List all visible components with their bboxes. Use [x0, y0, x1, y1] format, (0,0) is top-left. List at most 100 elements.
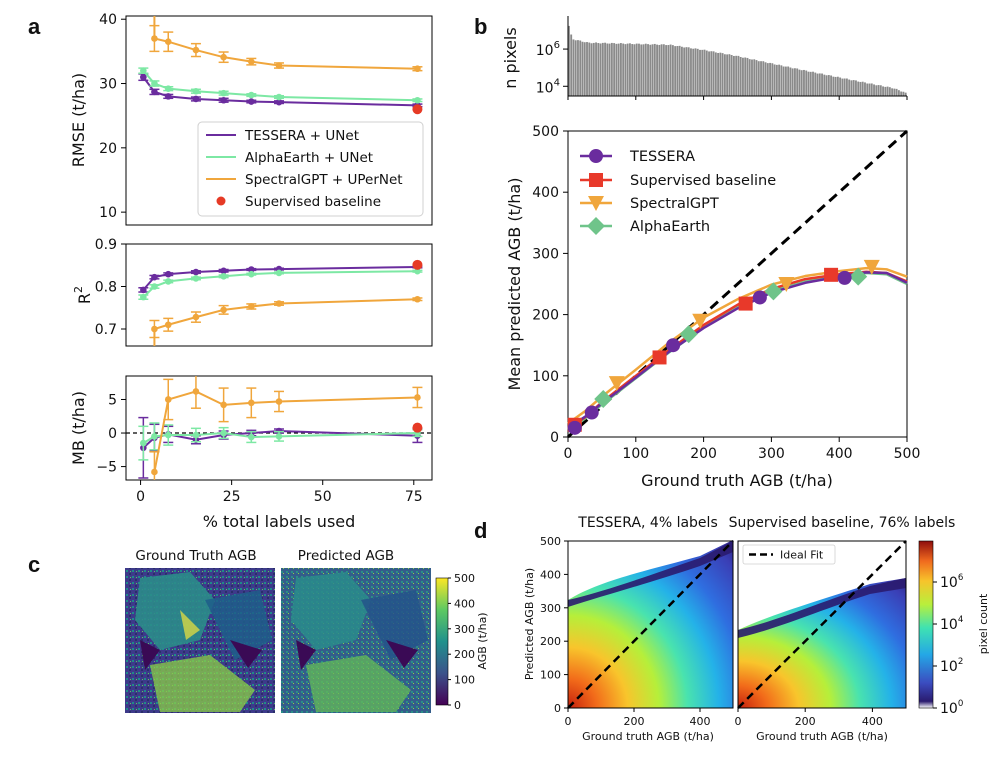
data-point-alphaearth [151, 80, 158, 87]
legend-label-alphaearth-b: AlphaEarth [630, 219, 710, 235]
histogram-bar [662, 44, 665, 96]
hist-y-tick-label: 106 [536, 40, 560, 59]
ideal-fit-line [566, 129, 909, 439]
histogram-bar [875, 85, 878, 96]
ideal-fit-legend-label: Ideal Fit [780, 549, 824, 562]
histogram-bar [841, 78, 844, 96]
heatmap-x-axis-label-2: Ground truth AGB (t/ha) [756, 730, 888, 743]
data-point-spectralgpt [220, 401, 227, 409]
legend-label-spectralgpt: SpectralGPT + UPerNet [245, 172, 403, 188]
histogram-bar [746, 57, 749, 96]
histogram-bar [782, 66, 785, 96]
histogram-bar [681, 46, 683, 96]
curve-alphaearth [567, 271, 908, 431]
histogram-bar [586, 42, 588, 96]
pixel-count-label: pixel count [977, 593, 990, 654]
hist-y-axis-label: n pixels [501, 27, 520, 88]
y-tick-label: 200 [540, 635, 561, 648]
supervised-baseline-point [412, 259, 423, 270]
histogram-bar [766, 63, 769, 96]
marker-alphaearth [849, 267, 868, 286]
histogram-bar [900, 91, 903, 96]
histogram-bar [832, 76, 835, 96]
r2-chart: 0.7 0.8 0.9 R2 [72, 237, 433, 347]
histogram-bar [807, 71, 810, 96]
data-point-spectralgpt [414, 65, 421, 73]
legend-marker-supervised-b [589, 173, 603, 187]
data-point-tessera [248, 266, 255, 273]
histogram-bar [649, 44, 652, 96]
histogram-bar [827, 75, 830, 96]
histogram-bar [787, 66, 790, 96]
marker-tessera [666, 338, 681, 353]
mean-bias-chart: −5 0 5 0 25 50 75 MB (t/ha) % total labels us… [69, 375, 433, 531]
histogram-bar [850, 80, 853, 96]
histogram-bar [771, 63, 774, 96]
colorbar-tick-label: 102 [940, 657, 963, 675]
histogram-bar [895, 88, 898, 96]
data-point-tessera [220, 267, 227, 275]
histogram-bar [845, 78, 848, 96]
colorbar-tick-label: 0 [454, 699, 461, 712]
histogram-bar [760, 61, 762, 96]
histogram-bar [886, 86, 889, 96]
data-point-alphaearth [140, 67, 147, 74]
data-point-alphaearth [140, 439, 147, 447]
y-tick-label: 30 [99, 77, 117, 93]
histogram-bar [762, 61, 765, 96]
histogram-bar [866, 83, 869, 96]
histogram-bar [870, 83, 873, 96]
mb-plot-frame [125, 375, 433, 481]
x-tick-label: 400 [862, 715, 883, 728]
curve-tessera [567, 271, 908, 429]
y-tick-label: 200 [532, 308, 559, 324]
y-tick-label: 5 [108, 392, 117, 408]
data-point-spectralgpt [164, 396, 172, 403]
histogram-bar [891, 88, 894, 96]
histogram-bar [626, 43, 629, 96]
histogram-bar [843, 78, 846, 96]
histogram-bar [667, 45, 670, 96]
panel-label-b: b [474, 14, 487, 39]
histogram-bar [809, 71, 812, 96]
data-point-spectralgpt [192, 313, 200, 321]
histogram-bar [622, 43, 625, 96]
marker-alphaearth [764, 282, 783, 301]
histogram-bar [696, 48, 699, 96]
histogram-bar [619, 43, 622, 96]
legend-label-supervised: Supervised baseline [245, 194, 381, 210]
marker-spectralgpt [692, 313, 709, 329]
marker-spectralgpt [863, 259, 880, 275]
histogram-bar [753, 59, 756, 96]
data-point-tessera [140, 286, 147, 294]
data-point-spectralgpt [248, 58, 255, 65]
data-point-spectralgpt [275, 300, 283, 307]
histogram-bar [789, 67, 792, 96]
x-tick-label: 300 [758, 446, 785, 462]
x-tick-label: 400 [826, 446, 853, 462]
histogram-bar [665, 45, 668, 96]
plot-series-group [138, 16, 423, 115]
x-tick-label: 200 [795, 715, 816, 728]
histogram-bar [635, 43, 638, 96]
histogram-bar [633, 44, 636, 96]
heatmap-frame-tessera [567, 540, 734, 709]
histogram-bar [852, 80, 855, 96]
data-point-tessera [220, 96, 227, 104]
histogram-bar [744, 57, 747, 96]
histogram-bar [599, 43, 602, 96]
panel-label-a: a [28, 14, 41, 39]
histogram-bar [751, 59, 753, 96]
histogram-bar [859, 81, 862, 96]
histogram-bar [728, 54, 731, 96]
histogram-bar [712, 51, 715, 96]
heatmap-y-axis-label: Predicted AGB (t/ha) [523, 568, 536, 680]
histogram-bar [577, 40, 579, 96]
histogram-bar [581, 41, 584, 96]
x-tick-label: 0 [136, 489, 145, 505]
histogram-bar [732, 55, 735, 96]
data-point-spectralgpt [275, 62, 283, 69]
data-point-spectralgpt [192, 388, 200, 395]
histogram-bar [784, 66, 787, 96]
